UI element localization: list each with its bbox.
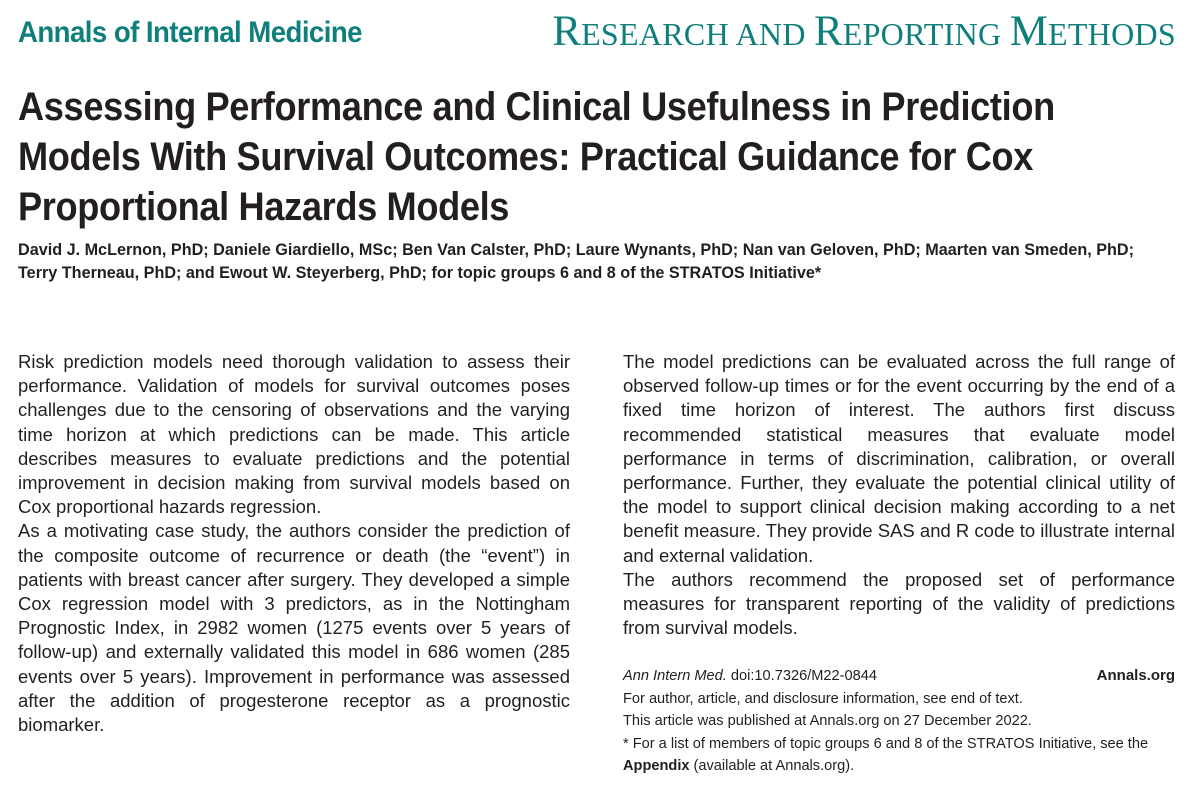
section-heading: RESEARCH AND REPORTING METHODS	[552, 8, 1176, 55]
footnote: * For a list of members of topic groups …	[623, 735, 1149, 775]
author-info-note: For author, article, and disclosure info…	[623, 690, 1023, 707]
article-title: Assessing Performance and Clinical Usefu…	[18, 85, 1055, 229]
journal-abbreviation: Ann Intern Med.	[623, 668, 727, 684]
masthead: Annals of Internal Medicine RESEARCH AND…	[18, 6, 1176, 58]
appendix-link[interactable]: Appendix	[623, 758, 690, 774]
article-metadata: Ann Intern Med. doi:10.7326/M22-0844 Ann…	[623, 665, 1175, 778]
citation-row: Ann Intern Med. doi:10.7326/M22-0844 Ann…	[623, 665, 1175, 688]
abstract-right-column: The model predictions can be evaluated a…	[623, 350, 1175, 640]
abstract-paragraph: As a motivating case study, the authors …	[18, 520, 570, 736]
author-list: David J. McLernon, PhD; Daniele Giardiel…	[18, 241, 1134, 282]
abstract-left-column: Risk prediction models need thorough val…	[18, 350, 570, 737]
journal-name: Annals of Internal Medicine	[18, 16, 363, 49]
publication-note: This article was published at Annals.org…	[623, 713, 1032, 729]
abstract-paragraph: The authors recommend the proposed set o…	[623, 568, 1175, 639]
site-link[interactable]: Annals.org	[1096, 667, 1175, 684]
abstract-paragraph: The model predictions can be evaluated a…	[623, 351, 1175, 566]
doi[interactable]: doi:10.7326/M22-0844	[730, 668, 877, 684]
abstract-paragraph: Risk prediction models need thorough val…	[18, 351, 570, 518]
